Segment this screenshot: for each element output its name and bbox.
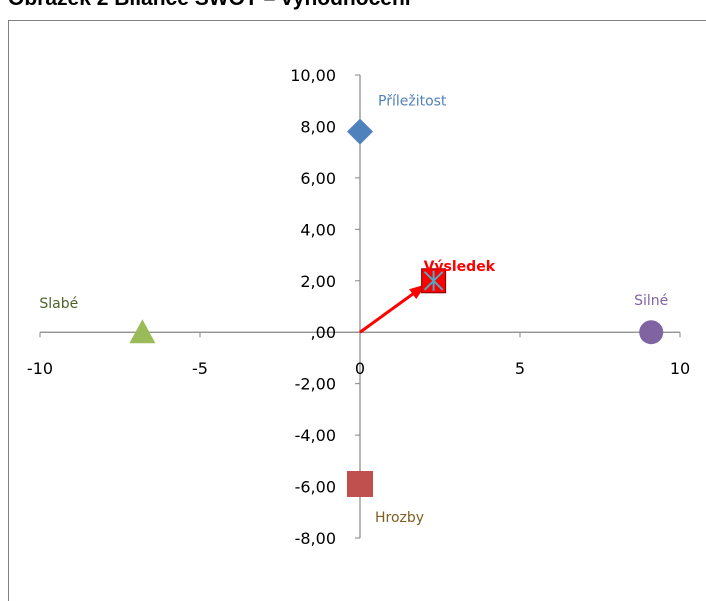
y-tick-label: -4,00 bbox=[295, 426, 336, 445]
y-tick-label: ,00 bbox=[311, 323, 336, 342]
y-tick-label: -2,00 bbox=[295, 375, 336, 394]
label-prilezitost: Příležitost bbox=[378, 94, 447, 110]
x-tick-label: -5 bbox=[192, 359, 208, 378]
frame-left-line bbox=[8, 20, 9, 601]
frame-top-line bbox=[8, 20, 706, 21]
x-tick-label: 0 bbox=[355, 359, 365, 378]
y-tick-label: 6,00 bbox=[300, 169, 336, 188]
x-tick-label: 5 bbox=[515, 359, 525, 378]
y-tick-label: -8,00 bbox=[295, 529, 336, 548]
label-slabe: Slabé bbox=[39, 296, 78, 312]
x-tick-label: -10 bbox=[27, 359, 53, 378]
y-tick-label: -6,00 bbox=[295, 478, 336, 497]
label-hrozby: Hrozby bbox=[375, 510, 424, 526]
y-tick-label: 2,00 bbox=[300, 272, 336, 291]
y-tick-label: 10,00 bbox=[290, 66, 336, 85]
figure-caption: Obrázek 2 Bilance SWOT – vyhodnocení bbox=[8, 0, 411, 11]
label-silne: Silné bbox=[634, 293, 668, 309]
marker-slabe bbox=[129, 319, 156, 344]
y-tick-label: 4,00 bbox=[300, 220, 336, 239]
label-vysledek: Výsledek bbox=[424, 259, 496, 275]
y-tick-label: 8,00 bbox=[300, 117, 336, 136]
marker-hrozby bbox=[347, 470, 373, 497]
marker-prilezitost bbox=[347, 118, 373, 145]
marker-silne bbox=[639, 320, 664, 345]
x-tick-label: 10 bbox=[670, 359, 690, 378]
